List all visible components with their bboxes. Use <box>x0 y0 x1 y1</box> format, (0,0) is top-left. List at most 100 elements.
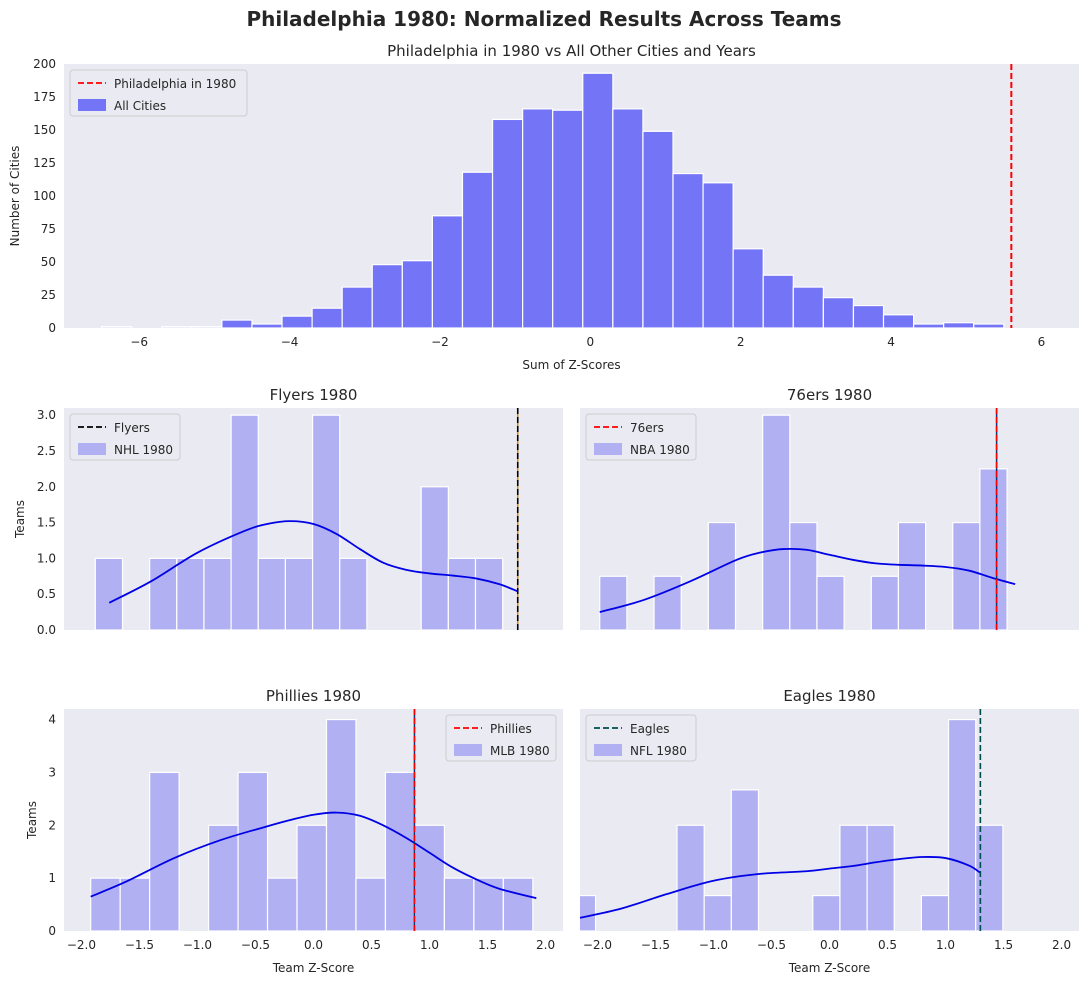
kde-line <box>580 855 981 919</box>
x-tick-label: 1.5 <box>994 938 1013 952</box>
chart-title: Phillies 1980 <box>266 687 361 705</box>
y-tick-label: 2.5 <box>37 444 56 458</box>
hist-bar <box>822 297 855 328</box>
hist-bar <box>149 557 178 630</box>
hist-bar <box>266 877 298 931</box>
chart-eagles: Eagles 1980 −2.0 −1.5 −1.0 −0.5 0.0 0.5 1.0 1.5 2… <box>580 687 1079 975</box>
x-axis-label: Team Z-Score <box>788 961 870 975</box>
x-tick-label: −1.0 <box>699 938 728 952</box>
hist-bar <box>816 575 845 630</box>
y-tick-label: 100 <box>33 189 56 203</box>
hist-bar <box>221 319 253 328</box>
hist-bar <box>920 894 950 931</box>
x-tick-label: −4 <box>281 335 299 349</box>
hist-bar <box>702 182 734 328</box>
legend-swatch-patch <box>454 744 482 756</box>
x-tick-label: −0.5 <box>757 938 786 952</box>
data-layer <box>100 72 1005 328</box>
hist-bar <box>839 824 868 931</box>
y-tick-label: 200 <box>33 57 56 71</box>
x-tick-label: 6 <box>1038 335 1046 349</box>
hist-bar <box>473 877 504 931</box>
hist-bar <box>522 108 554 328</box>
hist-bar <box>952 521 981 630</box>
x-tick-label: −2.0 <box>583 938 612 952</box>
legend-label: NFL 1980 <box>630 744 687 758</box>
hist-bar <box>296 824 328 931</box>
hist-bar <box>371 264 403 328</box>
hist-bar <box>979 468 1008 630</box>
y-tick-label: 1.0 <box>37 551 56 565</box>
hist-bar <box>866 824 895 931</box>
hist-bar <box>447 557 477 630</box>
hist-bar <box>119 877 151 931</box>
y-tick-label: 175 <box>33 90 56 104</box>
hist-bar <box>947 718 977 931</box>
hist-bar <box>191 326 223 328</box>
legend: Philadelphia in 1980 All Cities <box>69 69 248 117</box>
x-tick-label: 0.0 <box>820 938 839 952</box>
legend: Phillies MLB 1980 <box>445 714 557 762</box>
hist-bar <box>431 215 464 328</box>
hist-bar <box>502 877 534 931</box>
legend-swatch-patch <box>78 99 106 111</box>
hist-bar <box>414 824 446 931</box>
legend-label: NBA 1980 <box>630 443 690 457</box>
hist-bar <box>203 557 232 630</box>
y-tick-label: 1 <box>48 871 56 885</box>
data-layer <box>94 414 519 630</box>
hist-bar <box>882 314 915 328</box>
hist-bar <box>257 557 287 630</box>
chart-title: 76ers 1980 <box>787 386 872 404</box>
kde-line <box>90 811 537 900</box>
chart-76ers: 76ers 1980 76ers NBA 1980 <box>580 386 1079 630</box>
legend-label: Flyers <box>114 421 150 435</box>
legend-frame <box>69 69 248 117</box>
legend: Flyers NHL 1980 <box>69 413 181 461</box>
hist-bar <box>762 414 791 630</box>
hist-bar <box>973 323 1005 328</box>
hist-bar <box>311 414 341 630</box>
hist-bar <box>912 323 945 328</box>
legend: 76ers NBA 1980 <box>585 413 697 461</box>
hist-bar <box>580 894 597 931</box>
hist-bar <box>730 789 760 931</box>
y-tick-label: 125 <box>33 156 56 170</box>
data-layer <box>580 718 1004 931</box>
legend-label: 76ers <box>630 421 664 435</box>
x-axis-label: Team Z-Score <box>272 961 354 975</box>
y-tick-label: 1.5 <box>37 516 56 530</box>
y-tick-label: 2.0 <box>37 480 56 494</box>
y-tick-label: 3.0 <box>37 408 56 422</box>
panels: Philadelphia in 1980 vs All Other Cities… <box>8 42 1079 975</box>
y-tick-label: 4 <box>48 713 56 727</box>
x-tick-label: 0.5 <box>362 938 381 952</box>
hist-bar <box>325 718 357 931</box>
hist-bar <box>420 486 449 630</box>
y-tick-label: 25 <box>41 288 56 302</box>
x-tick-label: 2.0 <box>536 938 555 952</box>
x-tick-label: −6 <box>130 335 148 349</box>
legend-label: All Cities <box>114 99 166 113</box>
hist-bar <box>599 575 628 630</box>
legend-swatch-patch <box>78 443 106 455</box>
hist-bar <box>443 877 475 931</box>
hist-bar <box>94 557 124 630</box>
hist-bar <box>341 286 373 328</box>
y-tick-label: 150 <box>33 123 56 137</box>
hist-bar <box>812 894 841 931</box>
hist-bar <box>355 877 387 931</box>
hist-bar <box>762 274 794 328</box>
hist-bar <box>975 824 1004 931</box>
hist-bar <box>384 771 416 931</box>
y-tick-label: 0 <box>48 321 56 335</box>
hist-bar <box>230 414 259 630</box>
hist-bar <box>237 771 269 931</box>
data-layer <box>599 414 1016 630</box>
x-tick-label: −0.5 <box>241 938 270 952</box>
chart-title: Flyers 1980 <box>270 386 358 404</box>
chart-phillies: Phillies 1980 −2.0 −1.5 −1.0 −0.5 0.0 0.5 1.0 1.… <box>25 687 563 975</box>
kde-line <box>108 520 519 604</box>
x-tick-label: 1.0 <box>936 938 955 952</box>
legend-label: Eagles <box>630 722 670 736</box>
